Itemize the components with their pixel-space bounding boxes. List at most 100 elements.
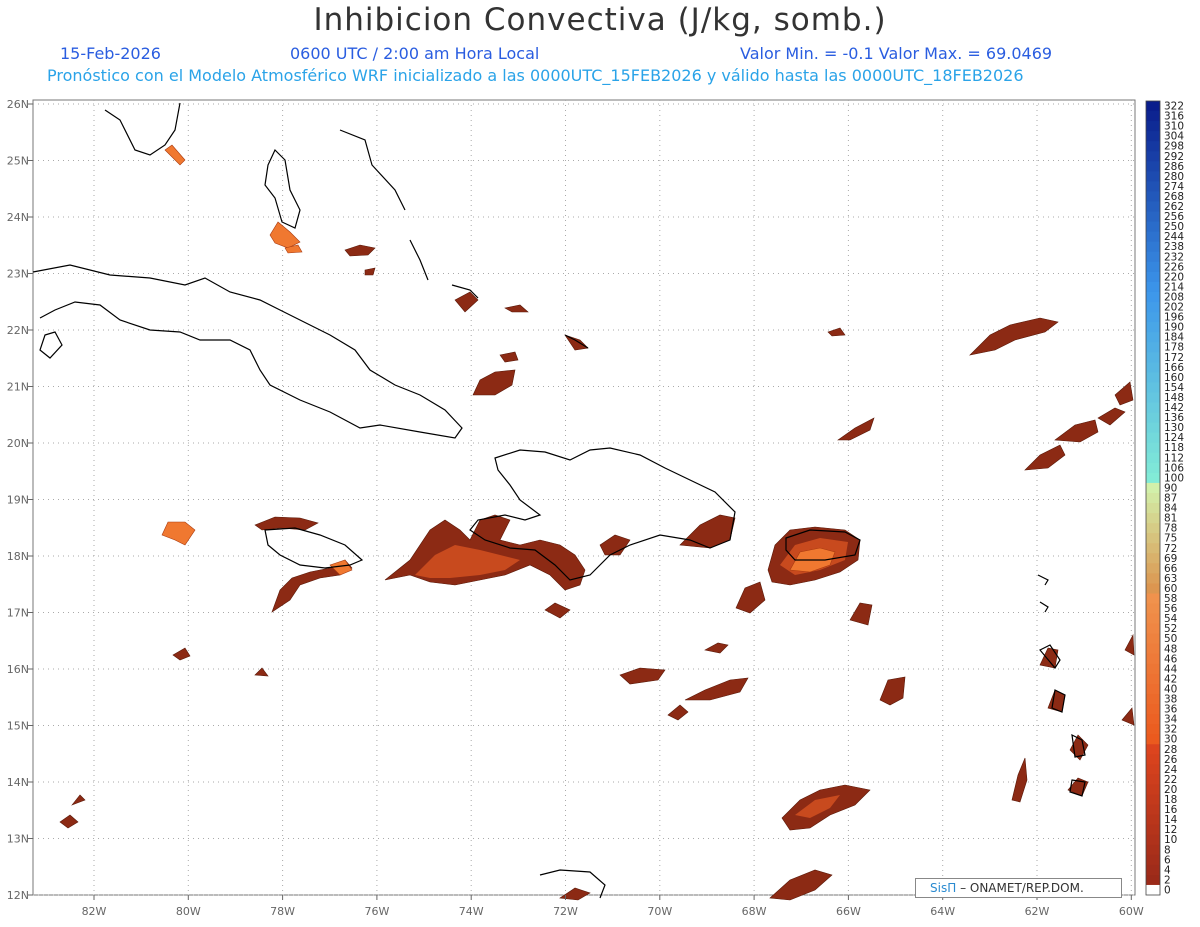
map-frame bbox=[32, 99, 1136, 896]
colorbar-swatch bbox=[1146, 141, 1160, 152]
colorbar-swatch bbox=[1146, 683, 1160, 695]
cin-caribbean-10 bbox=[769, 869, 833, 901]
colorbar-label: 214 bbox=[1164, 281, 1184, 293]
colorbar-label: 130 bbox=[1164, 422, 1184, 434]
colorbar-swatch bbox=[1146, 211, 1160, 223]
colorbar-label: 310 bbox=[1164, 121, 1184, 133]
colorbar-swatch bbox=[1146, 613, 1160, 625]
florida-coast bbox=[104, 102, 181, 156]
cin-andros-south bbox=[284, 244, 303, 254]
colorbar-label: 106 bbox=[1164, 462, 1184, 474]
colorbar-swatch bbox=[1146, 603, 1160, 615]
lat-tick-label: 20N bbox=[7, 437, 29, 450]
colorbar-swatch bbox=[1146, 271, 1160, 283]
eleuthera-coast bbox=[339, 129, 406, 211]
colorbar-label: 12 bbox=[1164, 824, 1177, 836]
colorbar-label: 268 bbox=[1164, 191, 1184, 203]
colorbar-label: 148 bbox=[1164, 392, 1184, 404]
colorbar-swatch bbox=[1146, 663, 1160, 675]
colorbar bbox=[1145, 100, 1161, 896]
lon-tick-label: 60W bbox=[1119, 905, 1144, 918]
puerto-rico-coast bbox=[785, 529, 861, 561]
lat-tick-label: 18N bbox=[7, 550, 29, 563]
cin-caribbean-8 bbox=[879, 676, 906, 706]
colorbar-swatch bbox=[1146, 563, 1160, 574]
colorbar-swatch bbox=[1146, 111, 1160, 122]
cin-west-4 bbox=[71, 794, 86, 806]
cin-andros bbox=[269, 221, 301, 249]
lat-tick-label: 22N bbox=[7, 324, 29, 337]
colorbar-swatch bbox=[1146, 221, 1160, 233]
colorbar-swatch bbox=[1146, 814, 1160, 826]
cin-atlantic-1 bbox=[969, 317, 1059, 356]
colorbar-label: 87 bbox=[1164, 493, 1177, 505]
south-america-coast bbox=[539, 869, 606, 899]
colorbar-label: 30 bbox=[1164, 734, 1177, 746]
colorbar-swatch bbox=[1146, 382, 1160, 393]
lat-tick-label: 15N bbox=[7, 720, 29, 733]
colorbar-label: 38 bbox=[1164, 694, 1177, 706]
colorbar-swatch bbox=[1146, 734, 1160, 745]
colorbar-label: 256 bbox=[1164, 211, 1184, 223]
colorbar-swatch bbox=[1146, 281, 1160, 293]
colorbar-label: 196 bbox=[1164, 312, 1184, 324]
cin-caribbean-5 bbox=[684, 677, 749, 701]
colorbar-swatch bbox=[1146, 392, 1160, 404]
colorbar-swatch bbox=[1146, 161, 1160, 172]
colorbar-label: 124 bbox=[1164, 432, 1184, 444]
cin-jamaica-south bbox=[271, 559, 353, 613]
colorbar-swatch bbox=[1146, 482, 1160, 494]
lat-tick-label: 12N bbox=[7, 889, 29, 902]
colorbar-label: 8 bbox=[1164, 844, 1171, 856]
colorbar-swatch bbox=[1146, 704, 1160, 715]
colorbar-swatch bbox=[1146, 864, 1160, 876]
colorbar-swatch bbox=[1146, 854, 1160, 866]
forecast-time: 0600 UTC / 2:00 am Hora Local bbox=[290, 44, 540, 63]
colorbar-label: 232 bbox=[1164, 251, 1184, 263]
colorbar-swatch bbox=[1146, 171, 1160, 182]
colorbar-label: 52 bbox=[1164, 623, 1177, 635]
colorbar-label: 22 bbox=[1164, 774, 1177, 786]
longitude-axis: 82W 80W 78W 76W 74W 72W 70W 68W 66W 64W 62W 60W bbox=[82, 895, 1144, 918]
colorbar-label: 244 bbox=[1164, 231, 1184, 243]
min-max-values: Valor Min. = -0.1 Valor Max. = 69.0469 bbox=[740, 44, 1053, 63]
colorbar-label: 178 bbox=[1164, 342, 1184, 354]
lon-tick-label: 82W bbox=[82, 905, 107, 918]
colorbar-label: 60 bbox=[1164, 583, 1177, 595]
colorbar-swatch bbox=[1146, 151, 1160, 162]
cin-caribbean-mid bbox=[795, 795, 840, 818]
colorbar-label: 0 bbox=[1164, 884, 1171, 896]
colorbar-swatch bbox=[1146, 412, 1160, 424]
colorbar-label: 166 bbox=[1164, 362, 1184, 374]
colorbar-label: 26 bbox=[1164, 754, 1178, 766]
colorbar-label: 172 bbox=[1164, 352, 1184, 364]
colorbar-label: 2 bbox=[1164, 874, 1171, 886]
colorbar-swatch bbox=[1146, 101, 1160, 112]
cin-bahamas-1 bbox=[344, 244, 376, 257]
cin-inagua bbox=[472, 369, 516, 396]
colorbar-label: 202 bbox=[1164, 302, 1184, 314]
colorbar-swatch bbox=[1146, 513, 1160, 524]
hispaniola-coast bbox=[469, 447, 736, 581]
colorbar-label: 4 bbox=[1164, 864, 1171, 876]
colorbar-label: 292 bbox=[1164, 151, 1184, 163]
caicos-coast bbox=[564, 334, 589, 349]
cin-west-2 bbox=[172, 647, 191, 661]
colorbar-swatch bbox=[1146, 332, 1160, 343]
colorbar-label: 75 bbox=[1164, 533, 1177, 545]
colorbar-label: 112 bbox=[1164, 452, 1184, 464]
lon-tick-label: 70W bbox=[647, 905, 672, 918]
antigua-coast bbox=[1037, 574, 1049, 586]
colorbar-swatch bbox=[1146, 241, 1160, 253]
colorbar-swatch bbox=[1146, 523, 1160, 534]
colorbar-swatch bbox=[1146, 623, 1160, 635]
colorbar-label: 81 bbox=[1164, 513, 1177, 525]
colorbar-label: 10 bbox=[1164, 834, 1177, 846]
colorbar-label: 72 bbox=[1164, 543, 1177, 555]
cin-caribbean-7 bbox=[667, 704, 689, 721]
lat-tick-label: 17N bbox=[7, 607, 29, 620]
cin-caribbean-11 bbox=[559, 887, 591, 901]
lon-tick-label: 62W bbox=[1025, 905, 1050, 918]
guadeloupe-coast bbox=[1039, 644, 1061, 670]
colorbar-swatch bbox=[1146, 362, 1160, 373]
